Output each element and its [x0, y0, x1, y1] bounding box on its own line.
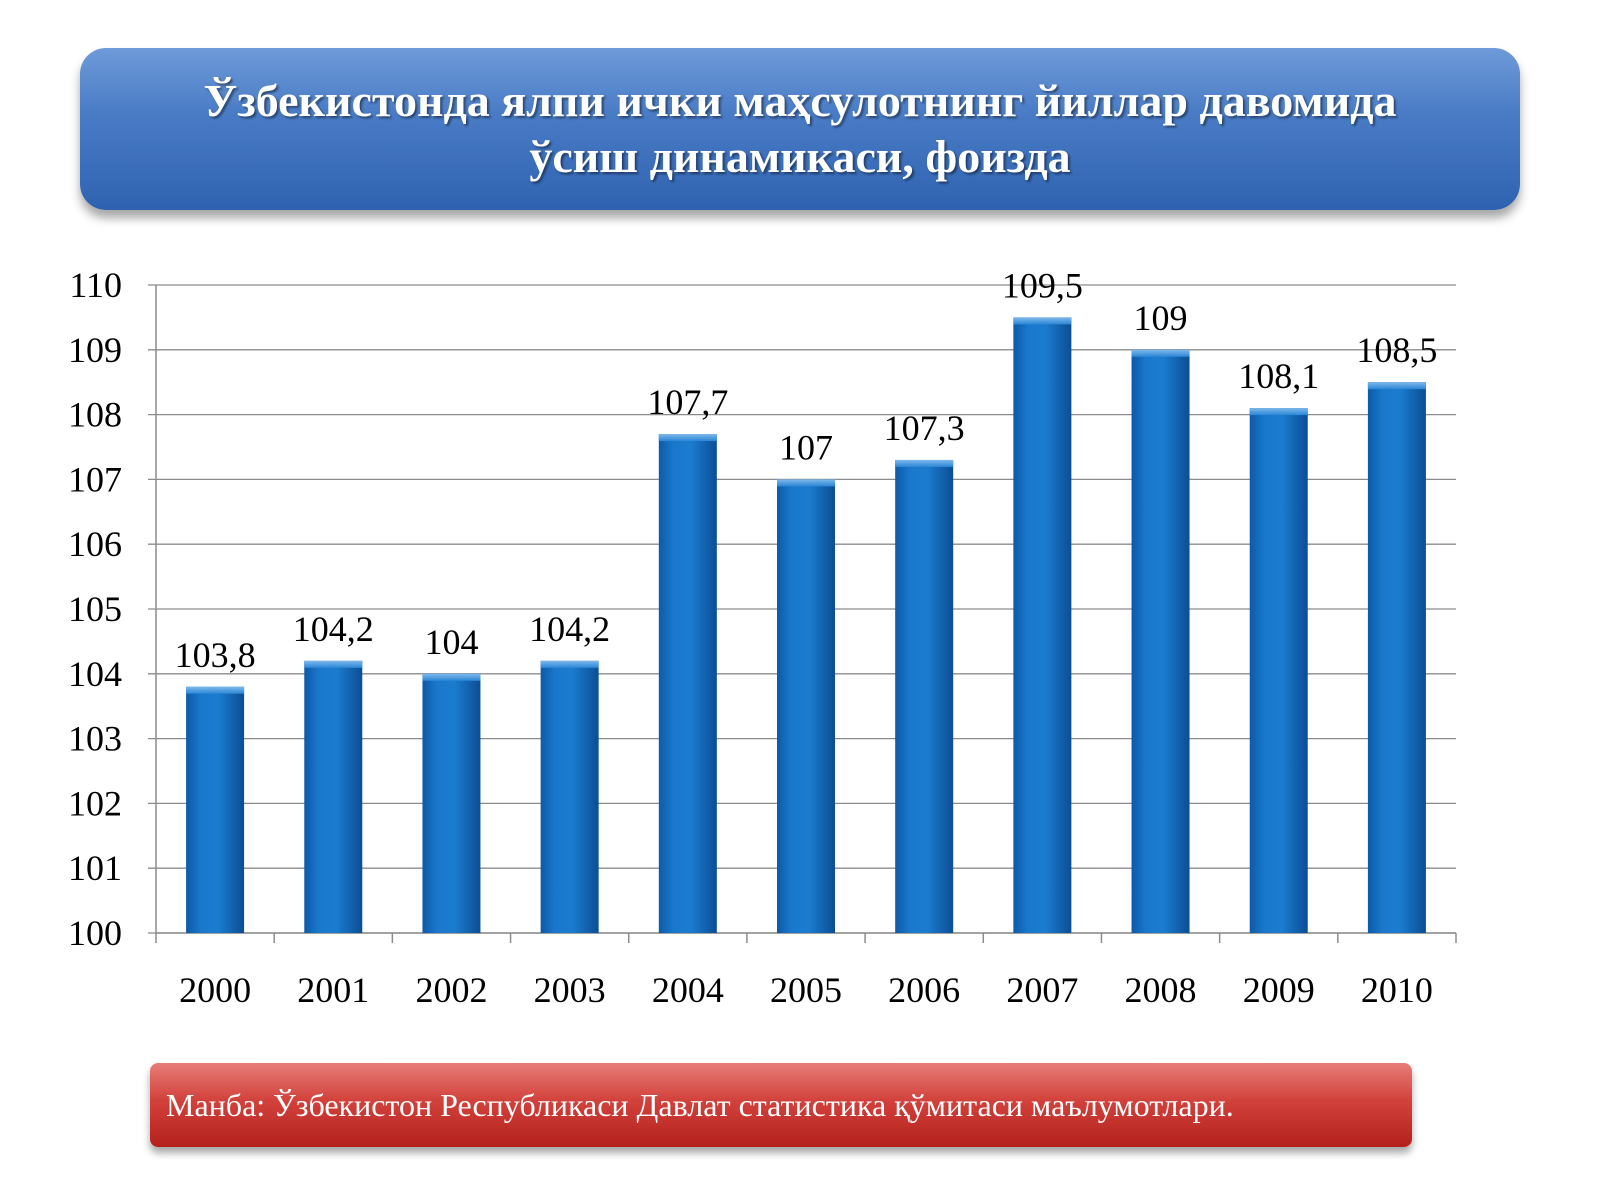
y-tick-label: 103 — [68, 719, 122, 759]
bar-2008 — [1131, 349, 1190, 933]
bar-top — [186, 686, 245, 694]
bar-body — [186, 686, 245, 933]
bar-2006 — [895, 459, 954, 933]
data-label: 103,8 — [175, 635, 256, 675]
y-tick-label: 105 — [68, 589, 122, 629]
bar-2001 — [304, 660, 363, 933]
x-tick-label: 2002 — [415, 970, 487, 1010]
data-label: 109,5 — [1002, 265, 1083, 305]
bar-top — [540, 660, 599, 668]
x-tick-label: 2008 — [1125, 970, 1197, 1010]
x-tick-label: 2006 — [888, 970, 960, 1010]
data-label: 107,7 — [647, 382, 728, 422]
x-tick-label: 2007 — [1006, 970, 1078, 1010]
bar-body — [1367, 382, 1426, 933]
y-tick-label: 106 — [68, 524, 122, 564]
data-label: 107,3 — [884, 408, 965, 448]
x-tick-label: 2009 — [1243, 970, 1315, 1010]
bar-2003 — [540, 660, 599, 933]
x-tick-label: 2003 — [534, 970, 606, 1010]
title-banner: Ўзбекистонда ялпи ички маҳсулотнинг йилл… — [80, 48, 1520, 210]
data-label: 104 — [424, 622, 478, 662]
source-banner: Манба: Ўзбекистон Республикаси Давлат ст… — [150, 1063, 1412, 1147]
bar-2000 — [186, 686, 245, 933]
bar-body — [422, 673, 481, 933]
bar-top — [1367, 382, 1426, 390]
chart-title-line-1: Ўзбекистонда ялпи ички маҳсулотнинг йилл… — [203, 75, 1397, 126]
x-tick-label: 2004 — [652, 970, 724, 1010]
bar-top — [422, 673, 481, 681]
y-tick-label: 100 — [68, 913, 122, 953]
y-tick-label: 108 — [68, 395, 122, 435]
y-tick-label: 104 — [68, 654, 122, 694]
bar-body — [1249, 408, 1308, 933]
x-tick-label: 2010 — [1361, 970, 1433, 1010]
data-label: 108,1 — [1238, 356, 1319, 396]
bar-top — [304, 660, 363, 668]
bar-2007 — [1013, 317, 1072, 933]
data-label: 108,5 — [1356, 330, 1437, 370]
bar-top — [1249, 408, 1308, 416]
data-label: 107 — [779, 427, 833, 467]
x-tick-label: 2000 — [179, 970, 251, 1010]
y-tick-label: 110 — [69, 265, 122, 305]
bar-body — [304, 660, 363, 933]
bar-top — [1013, 317, 1072, 325]
y-tick-label: 102 — [68, 783, 122, 823]
bar-body — [658, 434, 717, 933]
bar-body — [540, 660, 599, 933]
x-tick-label: 2001 — [297, 970, 369, 1010]
bar-top — [777, 479, 835, 487]
bar-top — [1131, 349, 1190, 357]
data-label: 104,2 — [529, 609, 610, 649]
bars — [186, 317, 1426, 933]
bar-body — [895, 459, 954, 933]
labels: 100 101 102 103 104 105 106 107 108 109 110 103,8 20… — [68, 265, 1437, 1010]
bar-body — [1013, 317, 1072, 933]
y-tick-label: 107 — [68, 459, 122, 499]
bar-2009 — [1249, 408, 1308, 933]
bar-body — [1131, 349, 1190, 933]
chart-title-line-2: ўсиш динамикаси, фоизда — [529, 131, 1071, 182]
data-label: 104,2 — [293, 609, 374, 649]
y-tick-label: 101 — [68, 848, 122, 888]
bar-2004 — [658, 434, 717, 933]
bar-top — [895, 459, 954, 467]
data-label: 109 — [1134, 298, 1188, 338]
x-tick-label: 2005 — [770, 970, 842, 1010]
bar-body — [777, 479, 835, 933]
y-tick-label: 109 — [68, 330, 122, 370]
bar-2005 — [777, 479, 835, 933]
chart-title: Ўзбекистонда ялпи ички маҳсулотнинг йилл… — [100, 73, 1500, 185]
bar-2002 — [422, 673, 481, 933]
bar-2010 — [1367, 382, 1426, 933]
source-note: Манба: Ўзбекистон Республикаси Давлат ст… — [166, 1086, 1234, 1123]
bar-top — [658, 434, 717, 442]
